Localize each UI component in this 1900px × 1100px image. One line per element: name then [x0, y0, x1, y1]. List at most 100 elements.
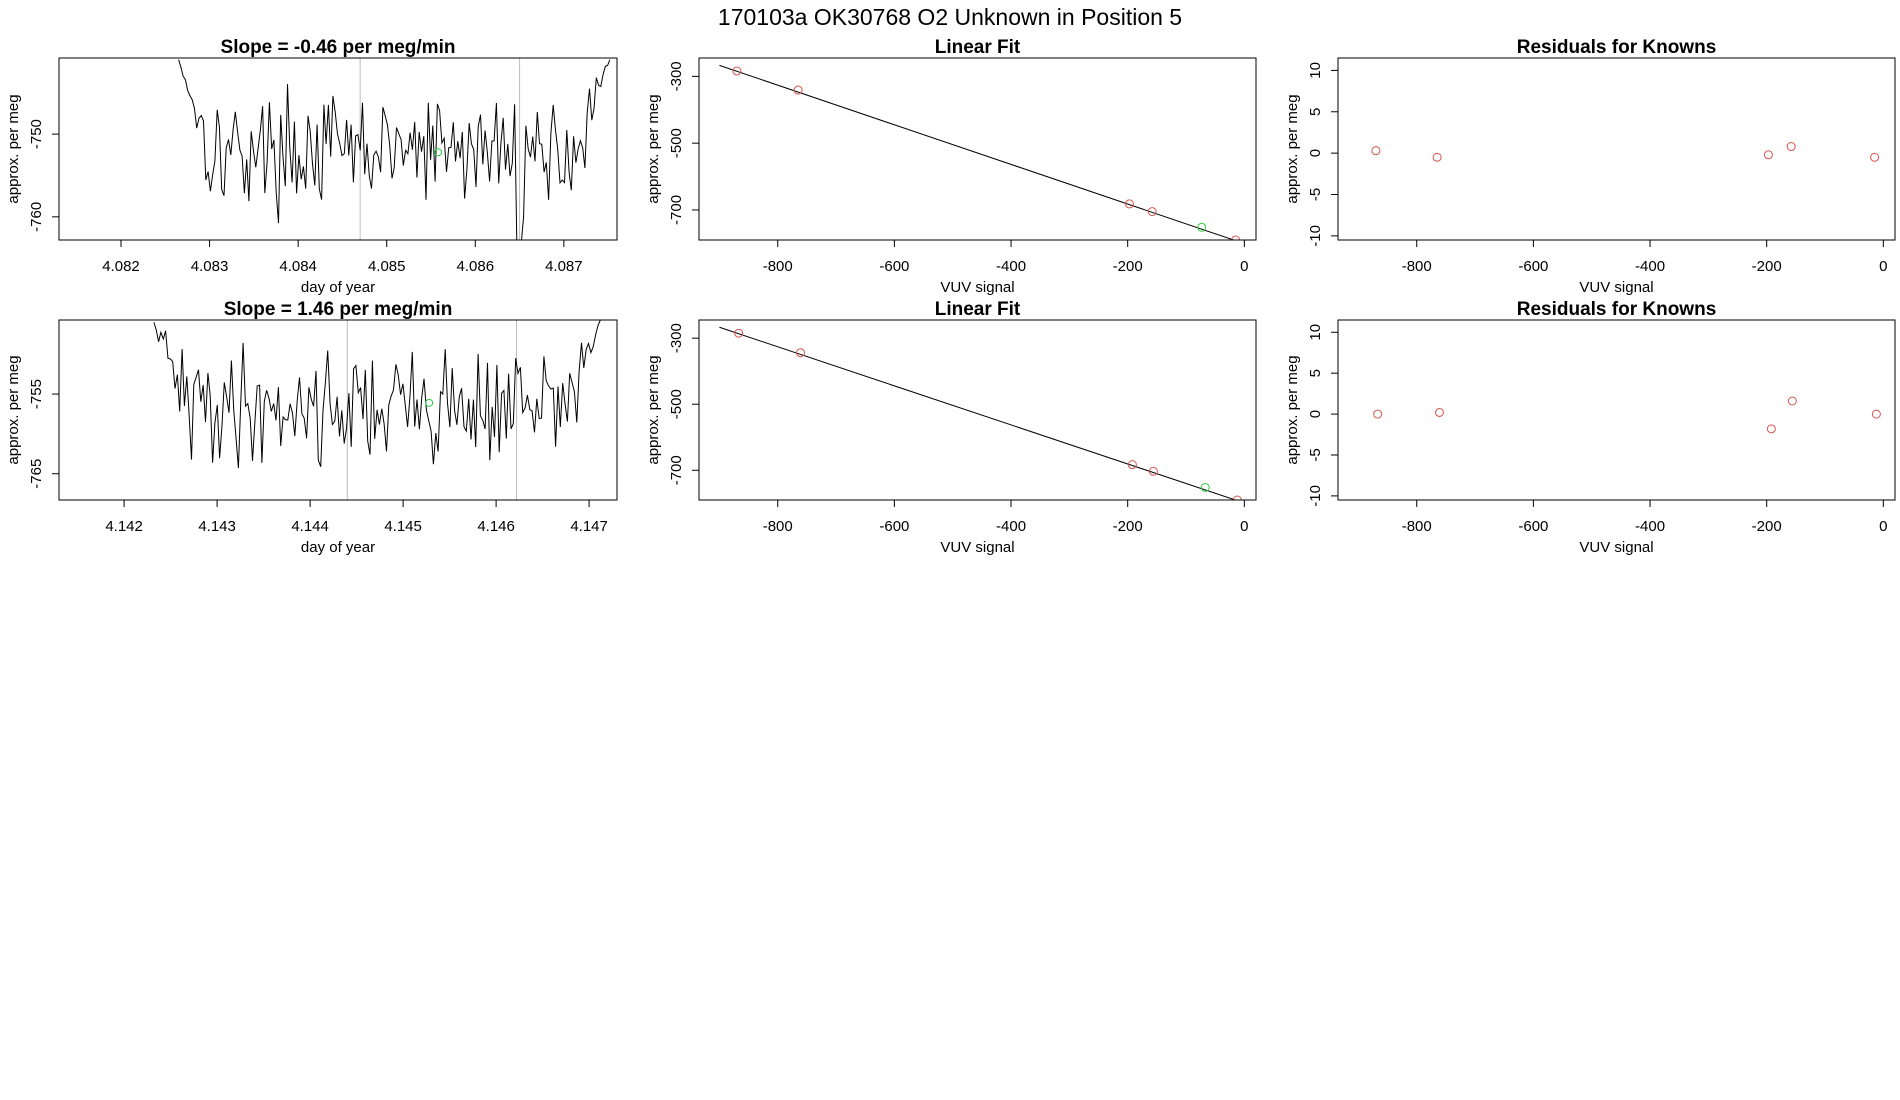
- known-point-marker: [732, 66, 742, 76]
- chart-r1-linearfit: Linear Fit VUV signal approx. per meg -800 -…: [645, 37, 1257, 296]
- known-point-marker: [1147, 207, 1157, 217]
- x-tick-label: 0: [1240, 258, 1248, 275]
- x-tick-label: 0: [1879, 518, 1887, 535]
- x-tick-label: -600: [879, 518, 909, 535]
- unknown-point-marker: [1197, 222, 1207, 232]
- y-tick-label: -760: [28, 202, 45, 232]
- plot-area: [153, 320, 601, 500]
- series-line: [178, 59, 611, 240]
- y-tick-label: -755: [28, 379, 45, 409]
- known-point-marker: [795, 348, 805, 358]
- known-point-marker: [1870, 152, 1880, 162]
- x-tick-label: -800: [763, 518, 793, 535]
- x-tick-label: 4.086: [457, 258, 495, 275]
- x-tick-label: -200: [1752, 518, 1782, 535]
- x-tick-label: -600: [1518, 518, 1548, 535]
- plot-frame: [58, 57, 618, 241]
- plot-area: [1371, 142, 1880, 162]
- x-tick-label: -600: [879, 258, 909, 275]
- y-tick-label: -765: [28, 459, 45, 489]
- chart-title: Slope = 1.46 per meg/min: [224, 299, 453, 320]
- known-point-marker: [1432, 152, 1442, 162]
- chart-title: Residuals for Knowns: [1517, 37, 1717, 58]
- x-tick-label: 4.142: [105, 518, 143, 535]
- fit-line: [719, 64, 1236, 240]
- fit-line: [719, 326, 1237, 500]
- y-tick-label: -10: [1307, 225, 1324, 247]
- chart-r2-residuals: Residuals for Knowns VUV signal approx. pe…: [1284, 299, 1896, 556]
- x-tick-label: 4.143: [198, 518, 236, 535]
- y-axis-label: approx. per meg: [5, 355, 22, 464]
- known-point-marker: [793, 85, 803, 95]
- chart-title: Linear Fit: [935, 299, 1021, 320]
- plot-area: [1373, 396, 1881, 434]
- known-point-marker: [1871, 409, 1881, 419]
- unknown-point-marker: [425, 398, 434, 407]
- x-tick-label: -200: [1752, 258, 1782, 275]
- chart-r2-linearfit: Linear Fit VUV signal approx. per meg -800 -…: [645, 299, 1257, 556]
- y-tick-label: -300: [668, 323, 685, 353]
- plot-frame: [1337, 319, 1896, 501]
- known-point-marker: [1148, 466, 1158, 476]
- x-tick-label: -200: [1113, 258, 1143, 275]
- known-point-marker: [1787, 396, 1797, 406]
- panels: Slope = -0.46 per meg/min day of year appr…: [5, 37, 1896, 556]
- y-tick-label: -700: [668, 455, 685, 485]
- y-tick-label: 10: [1307, 324, 1324, 341]
- chart-r1-residuals: Residuals for Knowns VUV signal approx. pe…: [1284, 37, 1896, 296]
- plot-frame: [698, 319, 1257, 501]
- x-axis-label: day of year: [301, 539, 375, 556]
- known-point-marker: [1766, 424, 1776, 434]
- y-tick-label: -10: [1307, 485, 1324, 507]
- plot-area: [178, 58, 611, 240]
- y-axis-label: approx. per meg: [645, 94, 662, 203]
- y-tick-label: 0: [1307, 410, 1324, 418]
- y-tick-label: -5: [1307, 188, 1324, 201]
- y-axis-label: approx. per meg: [5, 94, 22, 203]
- x-axis-label: VUV signal: [940, 539, 1014, 556]
- x-tick-label: -400: [996, 518, 1026, 535]
- known-point-marker: [1231, 235, 1241, 240]
- known-point-marker: [1786, 142, 1796, 152]
- y-tick-label: 0: [1307, 149, 1324, 157]
- y-tick-label: -500: [668, 128, 685, 158]
- plot-frame: [1337, 57, 1896, 241]
- unknown-point-marker: [434, 148, 443, 157]
- x-tick-label: 4.082: [102, 258, 140, 275]
- x-tick-label: 4.147: [570, 518, 608, 535]
- x-tick-label: 4.146: [477, 518, 515, 535]
- x-tick-label: -400: [1635, 258, 1665, 275]
- known-point-marker: [1371, 146, 1381, 156]
- x-tick-label: 0: [1240, 518, 1248, 535]
- plot-frame: [698, 57, 1257, 241]
- y-tick-label: 5: [1307, 369, 1324, 377]
- y-tick-label: -5: [1307, 448, 1324, 461]
- known-point-marker: [1232, 495, 1242, 500]
- x-tick-label: 0: [1879, 258, 1887, 275]
- x-tick-label: -600: [1518, 258, 1548, 275]
- y-axis-label: approx. per meg: [1284, 94, 1301, 203]
- chart-r2-timeseries: Slope = 1.46 per meg/min day of year appro…: [5, 299, 618, 556]
- plot-frame: [58, 319, 618, 501]
- x-axis-label: VUV signal: [940, 279, 1014, 296]
- plot-area: [719, 64, 1241, 240]
- x-tick-label: -400: [996, 258, 1026, 275]
- x-tick-label: -800: [1402, 518, 1432, 535]
- chart-title: Linear Fit: [935, 37, 1021, 58]
- x-tick-label: -800: [763, 258, 793, 275]
- x-tick-label: -800: [1402, 258, 1432, 275]
- x-axis-label: VUV signal: [1579, 279, 1653, 296]
- chart-title: Slope = -0.46 per meg/min: [221, 37, 456, 58]
- known-point-marker: [1127, 460, 1137, 470]
- chart-r1-timeseries: Slope = -0.46 per meg/min day of year appr…: [5, 37, 618, 296]
- y-tick-label: -700: [668, 195, 685, 225]
- y-tick-label: -300: [668, 61, 685, 91]
- known-point-marker: [1373, 409, 1383, 419]
- y-axis-label: approx. per meg: [1284, 355, 1301, 464]
- page-title: 170103a OK30768 O2 Unknown in Position 5: [718, 4, 1182, 30]
- x-tick-label: 4.144: [291, 518, 329, 535]
- x-axis-label: VUV signal: [1579, 539, 1653, 556]
- x-tick-label: -200: [1113, 518, 1143, 535]
- x-axis-label: day of year: [301, 279, 375, 296]
